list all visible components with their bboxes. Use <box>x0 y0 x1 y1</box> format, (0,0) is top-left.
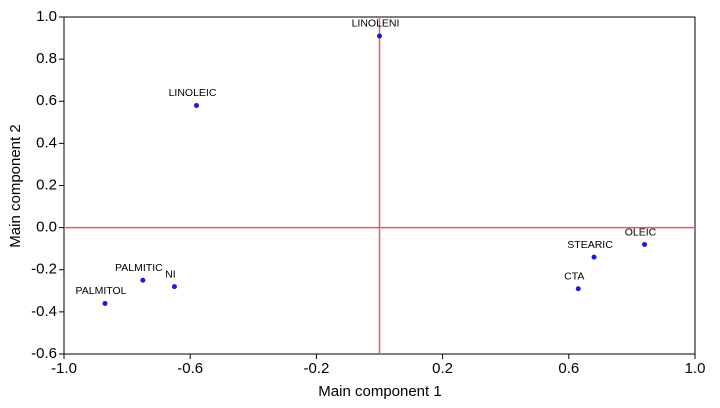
y-tick-label: 1.0 <box>36 8 57 25</box>
x-axis-label: Main component 1 <box>318 383 441 400</box>
y-tick-label: -0.6 <box>31 345 57 362</box>
point-label: PALMITIC <box>115 262 163 274</box>
y-tick-label: 0.4 <box>36 134 57 151</box>
point-label: LINOLEIC <box>169 87 217 99</box>
y-tick-label: 0.0 <box>36 219 57 236</box>
y-tick-label: 0.2 <box>36 176 57 193</box>
point <box>171 284 177 290</box>
x-tick-label: 0.2 <box>432 360 453 377</box>
point <box>575 286 581 292</box>
point-label: OLEIC <box>625 226 657 238</box>
y-axis-label: Main component 2 <box>7 124 24 247</box>
point <box>377 33 382 39</box>
y-tick-label: 0.8 <box>36 50 57 67</box>
point <box>194 102 200 108</box>
x-tick-label: -0.2 <box>303 360 329 377</box>
point-label: STEARIC <box>567 239 613 251</box>
point-label: CTA <box>564 270 584 282</box>
x-tick-label: 1.0 <box>685 360 706 377</box>
y-tick-label: -0.4 <box>31 303 57 320</box>
point-label: PALMITOL <box>76 285 127 297</box>
point-label: NI <box>165 268 176 280</box>
x-tick-label: 0.6 <box>558 360 579 377</box>
x-tick-label: -1.0 <box>51 360 77 377</box>
y-tick-label: -0.2 <box>31 261 57 278</box>
point <box>102 300 108 306</box>
point <box>140 277 146 283</box>
y-tick-label: 0.6 <box>36 92 57 109</box>
point <box>642 241 648 247</box>
point <box>591 254 597 260</box>
point-label: LINOLENI <box>352 18 400 30</box>
x-tick-label: -0.6 <box>177 360 203 377</box>
